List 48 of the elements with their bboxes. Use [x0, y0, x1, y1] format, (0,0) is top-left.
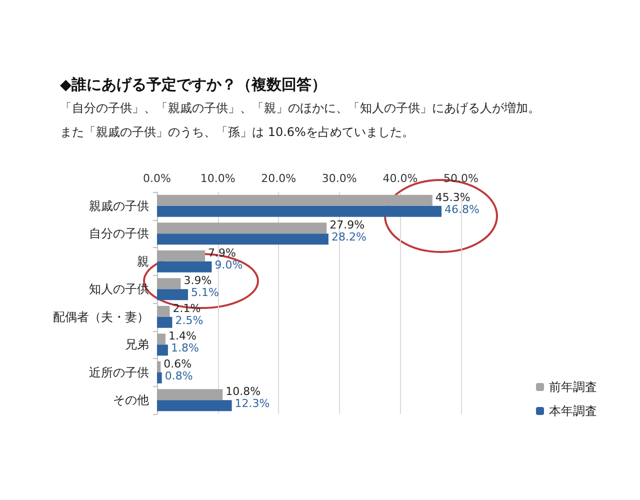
- chart-title: ◆誰にあげる予定ですか？（複数回答）: [60, 76, 327, 94]
- y-tick-label: 配偶者（夫・妻）: [53, 310, 149, 324]
- bar: [157, 250, 206, 262]
- bar: [157, 334, 166, 345]
- data-label: 12.3%: [234, 397, 270, 410]
- bar: [157, 372, 162, 384]
- data-label: 2.5%: [175, 314, 204, 327]
- bar: [157, 206, 442, 217]
- x-tick-label: 40.0%: [382, 172, 418, 185]
- bar: [157, 234, 328, 245]
- data-label: 1.4%: [168, 330, 196, 343]
- data-label: 3.9%: [184, 274, 212, 288]
- chart-subtitle: 「自分の子供」、「親戚の子供」、「親」のほかに、「知人の子供」にあげる人が増加。: [60, 101, 540, 115]
- data-label: 28.2%: [331, 230, 366, 244]
- bar: [157, 289, 188, 300]
- y-tick-label: 親: [137, 254, 149, 268]
- data-label: 10.8%: [226, 385, 261, 398]
- bar: [157, 400, 232, 412]
- y-tick-label: 兄弟: [125, 338, 149, 352]
- bar: [157, 316, 172, 328]
- text: また「親戚の子供」のうち、「孫」は 10.6%を占めていました。: [60, 125, 414, 139]
- x-tick-label: 20.0%: [261, 172, 296, 185]
- data-label: 5.1%: [191, 286, 219, 300]
- legend-label: 前年調査: [549, 380, 597, 394]
- data-label: 1.8%: [170, 342, 199, 355]
- y-tick-label: 親戚の子供: [89, 198, 149, 213]
- x-tick-label: 10.0%: [200, 172, 236, 185]
- data-label: 45.3%: [435, 190, 470, 204]
- bar: [157, 194, 432, 206]
- y-tick-label: その他: [113, 393, 149, 408]
- data-label: 0.6%: [164, 357, 192, 370]
- bar: [157, 306, 170, 317]
- bar: [157, 361, 161, 372]
- bar: [157, 222, 327, 234]
- x-tick-label: 30.0%: [322, 172, 357, 185]
- bar: [157, 278, 181, 290]
- data-label: 0.8%: [164, 369, 193, 382]
- legend-label: 本年調査: [549, 404, 597, 418]
- data-label: 9.0%: [214, 258, 243, 272]
- x-tick-label: 50.0%: [444, 172, 478, 185]
- y-tick-label: 近所の子供: [89, 365, 149, 380]
- bar: [157, 344, 168, 356]
- bar: [157, 261, 212, 272]
- data-label: 46.8%: [444, 202, 480, 216]
- y-tick-label: 自分の子供: [89, 226, 149, 241]
- data-label: 27.9%: [330, 218, 365, 232]
- bar: [157, 389, 223, 400]
- x-tick-label: 0.0%: [143, 172, 171, 185]
